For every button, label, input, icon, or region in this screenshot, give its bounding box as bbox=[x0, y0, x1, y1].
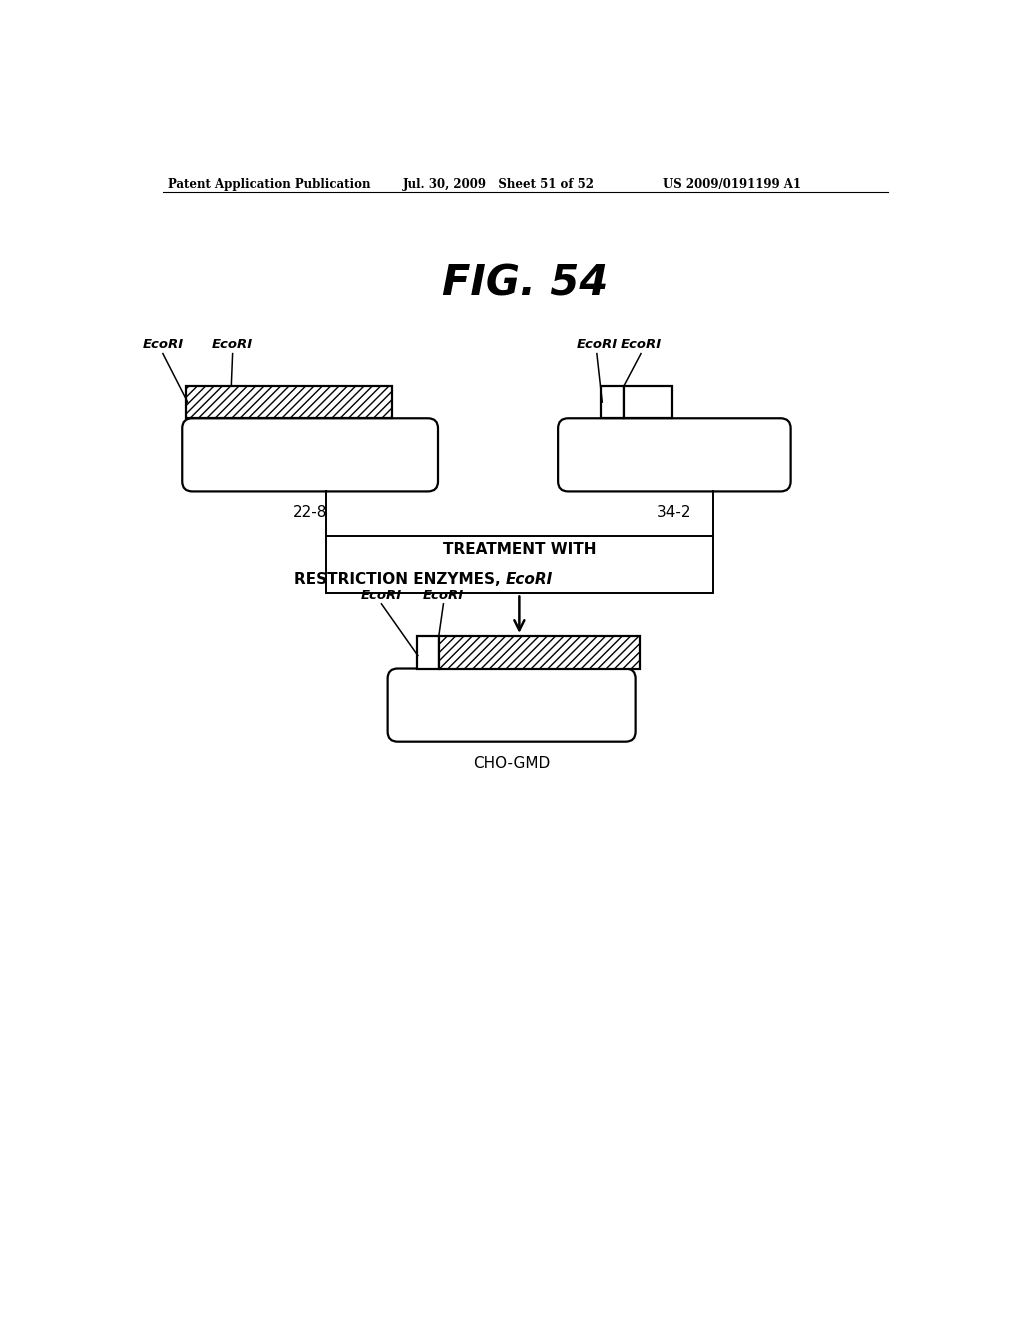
Text: CHO-GMD: CHO-GMD bbox=[473, 755, 550, 771]
Text: US 2009/0191199 A1: US 2009/0191199 A1 bbox=[663, 178, 801, 190]
Bar bbox=[624, 385, 672, 418]
Text: Patent Application Publication: Patent Application Publication bbox=[168, 178, 371, 190]
Text: EcoRI: EcoRI bbox=[212, 338, 253, 351]
Text: 34-2: 34-2 bbox=[657, 506, 691, 520]
Text: 22-8: 22-8 bbox=[293, 506, 328, 520]
Bar bbox=[417, 636, 438, 668]
Text: EcoRI: EcoRI bbox=[423, 589, 464, 602]
Bar bbox=[601, 385, 624, 418]
Text: EcoRI: EcoRI bbox=[506, 573, 553, 587]
Text: EcoRI: EcoRI bbox=[621, 338, 662, 351]
FancyBboxPatch shape bbox=[558, 418, 791, 491]
Text: EcoRI: EcoRI bbox=[577, 338, 617, 351]
Bar bbox=[326, 536, 713, 594]
Text: RESTRICTION ENZYMES,: RESTRICTION ENZYMES, bbox=[294, 573, 506, 587]
Text: EcoRI: EcoRI bbox=[142, 338, 183, 351]
Bar bbox=[186, 385, 391, 418]
Text: TREATMENT WITH: TREATMENT WITH bbox=[442, 543, 596, 557]
Text: Jul. 30, 2009   Sheet 51 of 52: Jul. 30, 2009 Sheet 51 of 52 bbox=[403, 178, 595, 190]
Text: EcoRI: EcoRI bbox=[360, 589, 402, 602]
Text: FIG. 54: FIG. 54 bbox=[441, 263, 608, 305]
FancyBboxPatch shape bbox=[182, 418, 438, 491]
FancyBboxPatch shape bbox=[388, 668, 636, 742]
Bar bbox=[438, 636, 640, 668]
